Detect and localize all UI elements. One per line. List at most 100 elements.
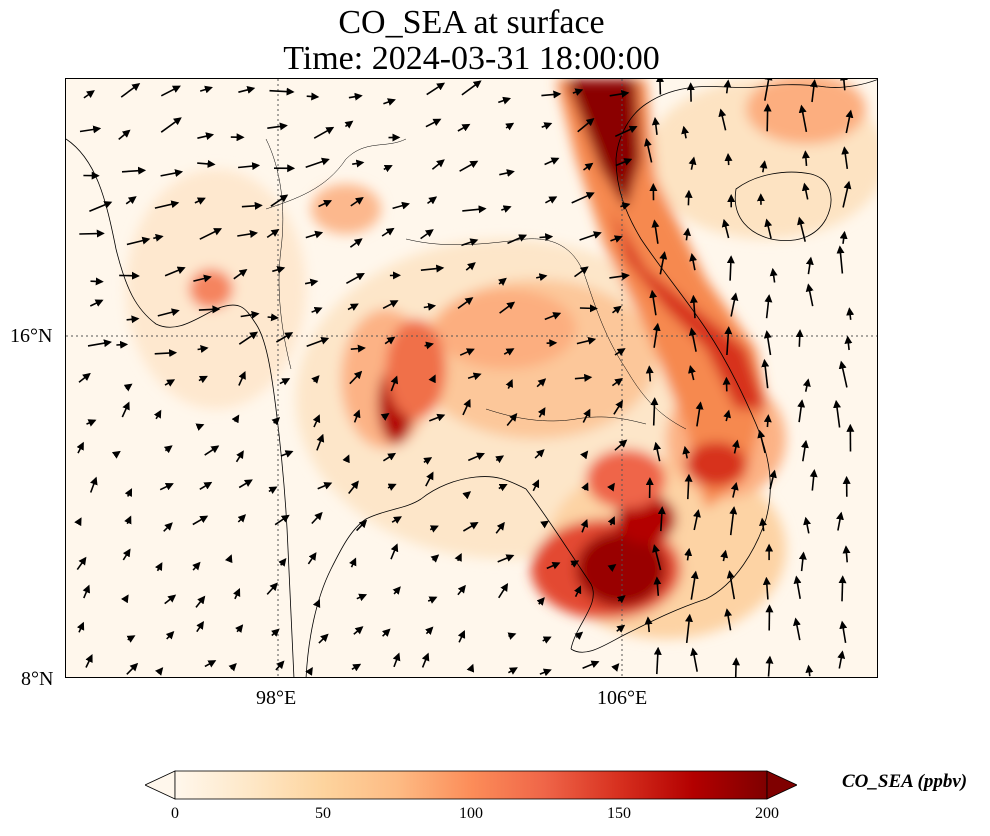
wind-arrow (844, 335, 853, 351)
wind-arrow (570, 560, 580, 568)
wind-arrow (541, 122, 553, 130)
wind-arrow (356, 593, 368, 602)
wind-arrow (318, 633, 329, 644)
wind-arrow (613, 399, 623, 415)
wind-arrow (154, 200, 180, 209)
wind-arrow (427, 596, 438, 604)
wind-arrow (795, 329, 804, 347)
wind-arrow (689, 294, 698, 319)
colorbar (145, 770, 797, 800)
wind-arrow (197, 345, 209, 353)
wind-arrow (577, 117, 595, 133)
wind-arrow (466, 663, 475, 673)
wind-arrow (383, 98, 396, 106)
wind-arrow (721, 218, 730, 239)
wind-arrow (426, 82, 446, 96)
wind-arrow (653, 441, 662, 462)
wind-arrow (582, 660, 600, 670)
wind-arrow (348, 92, 363, 101)
wind-arrow (763, 330, 772, 356)
wind-arrow (462, 521, 479, 532)
wind-arrow (545, 196, 558, 204)
wind-arrow (344, 120, 354, 129)
wind-arrow (225, 554, 233, 564)
wind-arrow (574, 266, 589, 278)
wind-arrow (382, 452, 397, 462)
wind-arrow (800, 439, 809, 462)
wind-arrow (238, 370, 246, 386)
colorbar-tick: 100 (459, 805, 483, 822)
wind-arrow (805, 256, 814, 275)
wind-arrow (724, 326, 733, 356)
wind-arrow (846, 307, 855, 320)
wind-arrow (431, 159, 445, 170)
wind-arrow (121, 166, 147, 175)
wind-arrow (429, 525, 439, 533)
wind-arrow (506, 413, 518, 427)
wind-arrow (118, 129, 131, 141)
wind-arrow (78, 372, 91, 383)
wind-arrow (157, 308, 180, 317)
wind-arrow (120, 594, 129, 604)
wind-arrow (154, 349, 178, 358)
wind-arrow (155, 667, 164, 676)
wind-arrow (312, 599, 321, 608)
wind-arrow (462, 398, 471, 416)
wind-arrow (763, 103, 772, 132)
wind-arrow (809, 469, 818, 491)
wind-arrow (457, 584, 466, 596)
wind-arrow (610, 235, 623, 243)
wind-arrow (192, 515, 209, 526)
wind-arrow (305, 666, 313, 676)
wind-arrow (539, 668, 552, 677)
wind-arrow (126, 236, 151, 246)
wind-arrow (797, 399, 806, 423)
wind-arrow (278, 558, 287, 567)
wind-arrow (82, 584, 91, 599)
wind-arrow (579, 304, 598, 313)
wind-arrow (501, 205, 512, 213)
wind-arrow (684, 473, 693, 500)
wind-arrow (424, 626, 434, 636)
wind-arrow (685, 613, 693, 643)
wind-arrow (311, 375, 320, 384)
wind-arrow (390, 375, 399, 392)
wind-arrow (499, 301, 516, 314)
wind-arrow (421, 652, 430, 668)
wind-arrow (732, 657, 741, 677)
wind-arrow (688, 365, 696, 381)
wind-arrow (462, 205, 487, 214)
wind-arrow (495, 521, 505, 534)
wind-arrow (126, 315, 140, 324)
wind-arrow (267, 122, 288, 131)
wind-arrow (611, 663, 620, 672)
wind-arrow (645, 365, 654, 382)
wind-arrow (499, 169, 515, 177)
wind-arrow (837, 650, 846, 669)
wind-arrow (684, 189, 693, 206)
wind-arrow (423, 457, 433, 465)
wind-arrow (342, 454, 350, 464)
wind-arrow (724, 153, 733, 166)
wind-arrow (163, 522, 173, 532)
wind-arrow (160, 117, 182, 133)
wind-arrow (76, 621, 85, 633)
wind-arrow (724, 608, 733, 631)
wind-arrow (383, 164, 393, 173)
colorbar-tick: 200 (755, 805, 779, 822)
wind-arrow (457, 123, 471, 132)
wind-arrow (125, 196, 137, 205)
wind-arrow (546, 561, 561, 570)
wind-arrow (392, 652, 401, 668)
wind-arrow (801, 150, 810, 166)
wind-arrow (580, 519, 589, 533)
wind-arrow (839, 620, 848, 644)
wind-arrow (119, 271, 140, 280)
wind-arrow (723, 79, 732, 94)
wind-arrow (805, 664, 814, 677)
wind-arrow (280, 450, 294, 458)
wind-arrow (609, 89, 630, 98)
wind-arrow (231, 414, 240, 424)
wind-arrow (238, 331, 259, 345)
wind-arrow (194, 197, 206, 205)
